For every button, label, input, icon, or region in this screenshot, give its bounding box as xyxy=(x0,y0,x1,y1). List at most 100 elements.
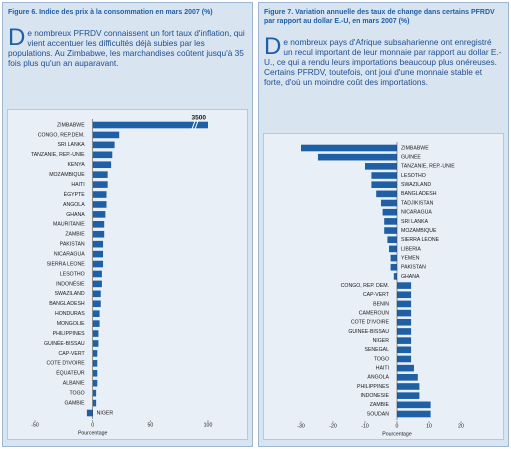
y-tick-label: NICARAGUA xyxy=(401,210,432,216)
bar xyxy=(397,309,412,317)
x-axis-label: Pourcentage xyxy=(78,430,108,436)
y-tick-label: MOZAMBIQUE xyxy=(49,172,85,178)
y-tick-label: NIGER xyxy=(97,410,114,416)
bar xyxy=(397,282,412,289)
y-tick-label: PHILIPPINES xyxy=(53,331,86,337)
bar xyxy=(365,163,397,170)
y-tick-label: MAURITANIE xyxy=(53,222,85,228)
y-tick-label: BANGLADESH xyxy=(401,191,437,197)
bar xyxy=(397,346,412,354)
y-tick-label: INDONÉSIE xyxy=(56,280,85,287)
bar xyxy=(92,151,113,159)
y-tick-label: HONDURAS xyxy=(55,311,85,317)
y-tick-label: SENEGAL xyxy=(364,347,389,353)
y-tick-label: GHANA xyxy=(401,274,420,280)
bar xyxy=(92,350,98,357)
bar xyxy=(371,172,397,179)
bar xyxy=(92,240,104,248)
chart-area xyxy=(7,109,248,440)
bar xyxy=(92,360,98,367)
bar xyxy=(92,280,102,288)
y-tick-label: CAMEROUN xyxy=(359,310,390,316)
bar xyxy=(397,328,412,335)
bar xyxy=(397,392,420,399)
y-tick-label: NIGER xyxy=(373,338,390,344)
x-tick-label: -50 xyxy=(31,422,39,428)
axis-break xyxy=(191,120,196,130)
bar xyxy=(387,236,397,244)
x-tick-label: 100 xyxy=(204,422,213,428)
y-tick-label: PHILIPPINES xyxy=(357,384,390,390)
bar xyxy=(384,218,397,225)
bar xyxy=(381,199,397,207)
bar xyxy=(92,211,106,218)
y-tick-label: TOGO xyxy=(374,356,389,362)
bar xyxy=(397,374,418,381)
bar xyxy=(92,300,101,308)
x-tick-label: 0 xyxy=(396,423,399,429)
y-tick-label: INDONESIE xyxy=(360,393,389,399)
bar xyxy=(397,383,420,390)
bar xyxy=(376,190,397,198)
bar xyxy=(92,131,120,139)
bar xyxy=(92,320,100,327)
y-tick-label: BENIN xyxy=(373,301,389,307)
y-tick-label: ZIMBABWE xyxy=(401,145,429,151)
y-tick-label: HAITI xyxy=(376,366,389,372)
bar xyxy=(92,290,101,298)
y-tick-label: SIERRA LEONE xyxy=(47,261,86,267)
y-tick-label: TANZANIE, REP.-UNIE xyxy=(401,164,455,170)
bar xyxy=(92,330,99,337)
y-tick-label: MONGOLIE xyxy=(57,321,85,327)
bar xyxy=(92,121,208,129)
y-tick-label: BANGLADESH xyxy=(49,301,85,307)
y-tick-label: SWAZILAND xyxy=(55,291,85,297)
y-tick-label: HAITI xyxy=(71,182,84,188)
bar xyxy=(301,144,397,152)
bar xyxy=(397,364,414,372)
bar xyxy=(384,227,397,234)
bar xyxy=(92,141,115,149)
y-tick-label: SIERRA LEONE xyxy=(401,237,440,243)
bar xyxy=(86,409,93,417)
bar xyxy=(92,270,102,278)
y-tick-label: CONGO, REP. DEM. xyxy=(341,283,389,289)
bar xyxy=(397,300,412,308)
y-tick-label: PAKISTAN xyxy=(60,242,85,248)
bar xyxy=(92,260,104,268)
bar xyxy=(92,201,107,208)
chart-title: Figure 7. Variation annuelle des taux de… xyxy=(264,9,495,25)
bar xyxy=(389,245,397,253)
y-tick-label: GHANA xyxy=(66,212,85,218)
y-tick-label: COTE D'IVOIRE xyxy=(46,361,85,367)
y-tick-label: SRI LANKA xyxy=(58,142,86,148)
bar xyxy=(317,153,397,161)
bar xyxy=(397,410,431,418)
y-tick-label: ANGOLA xyxy=(367,375,389,381)
bar xyxy=(390,263,397,271)
bar xyxy=(92,161,112,169)
y-tick-label: YEMEN xyxy=(401,255,420,261)
data-label: 3500 xyxy=(192,115,207,122)
description: De nombreux PFRDV connaissent un fort ta… xyxy=(8,24,245,68)
x-tick-label: -30 xyxy=(297,423,305,429)
bar xyxy=(393,273,397,280)
bar xyxy=(382,208,397,216)
bar xyxy=(92,250,104,258)
bar xyxy=(92,191,107,198)
y-tick-label: GUINEE-BISSAU xyxy=(348,329,389,335)
y-tick-label: SRI LANKA xyxy=(401,219,429,225)
axis-break xyxy=(194,120,199,130)
bar xyxy=(92,369,98,377)
y-tick-label: TOGO xyxy=(69,391,84,397)
x-tick-label: 50 xyxy=(147,422,153,428)
y-tick-label: ALBANIE xyxy=(63,381,85,387)
bar xyxy=(92,340,99,347)
bar xyxy=(371,181,397,188)
y-tick-label: MOZAMBIQUE xyxy=(401,228,437,234)
bar xyxy=(397,291,412,299)
y-tick-label: ZIMBABWE xyxy=(57,122,85,128)
x-tick-label: -10 xyxy=(361,423,369,429)
